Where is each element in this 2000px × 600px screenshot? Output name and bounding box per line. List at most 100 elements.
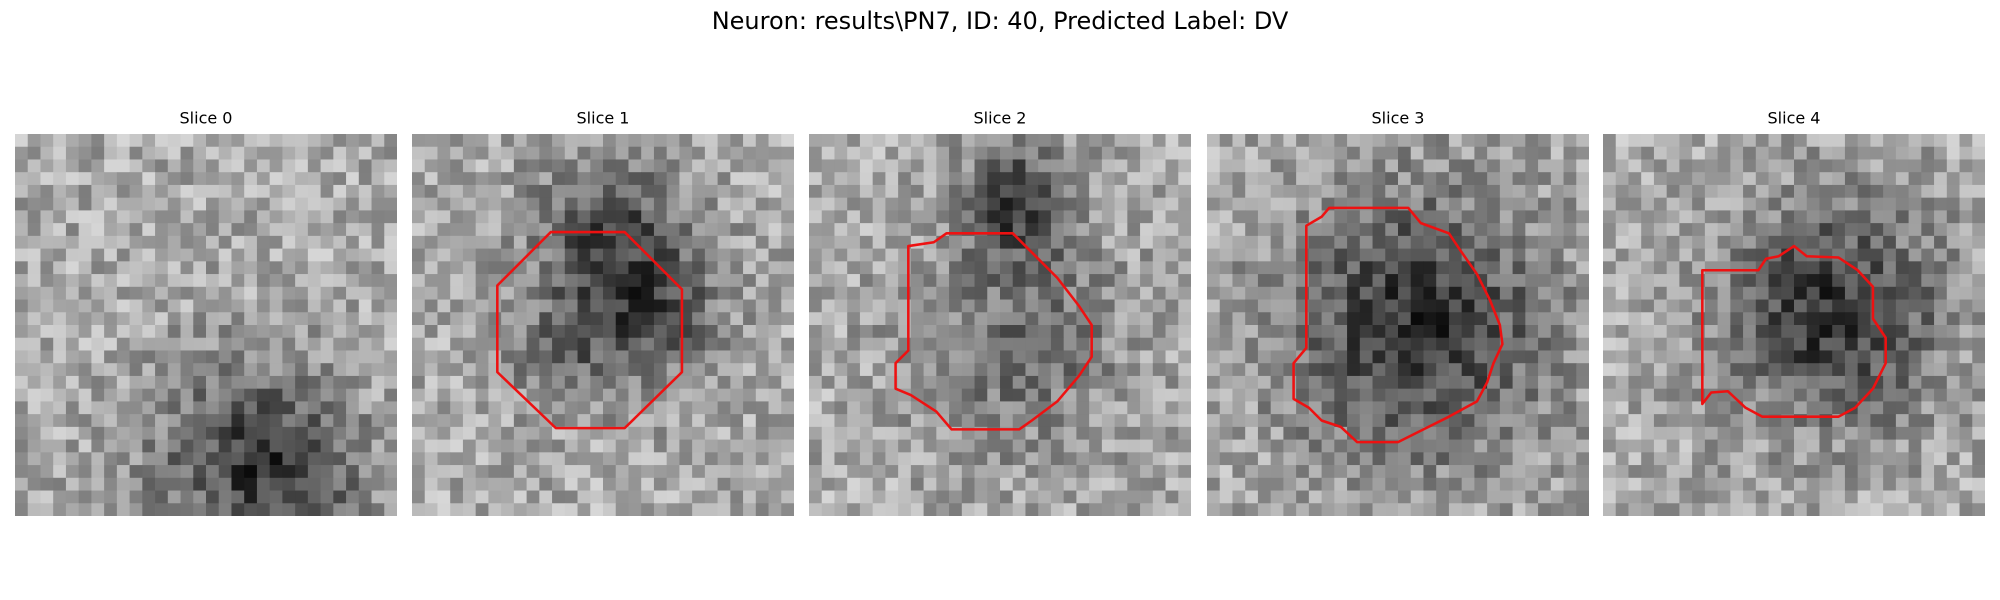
pixel [1308, 375, 1322, 390]
pixel [1717, 414, 1731, 428]
pixel [295, 490, 309, 504]
pixel [1114, 439, 1128, 453]
pixel [539, 146, 553, 160]
pixel [358, 235, 372, 249]
pixel [1257, 426, 1272, 440]
pixel [1114, 312, 1128, 326]
pixel [1538, 134, 1552, 148]
pixel [1717, 197, 1731, 211]
pixel [412, 197, 426, 211]
pixel [1152, 503, 1166, 516]
pixel [1666, 375, 1680, 390]
pixel [910, 210, 924, 224]
pixel [615, 325, 629, 339]
pixel [743, 286, 757, 300]
pixel [307, 325, 321, 339]
pixel [1385, 401, 1399, 415]
pixel [1844, 223, 1859, 237]
pixel [1666, 146, 1680, 160]
pixel [641, 490, 655, 504]
pixel [1114, 401, 1128, 415]
pixel [1563, 490, 1577, 504]
pixel [949, 401, 963, 415]
pixel [1934, 325, 1948, 339]
pixel [834, 452, 848, 466]
pixel [1372, 172, 1386, 186]
pixel [859, 184, 874, 199]
pixel [1165, 350, 1179, 364]
pixel [1448, 172, 1463, 186]
pixel [1207, 172, 1221, 186]
pixel [1857, 146, 1871, 160]
pixel [1934, 375, 1948, 390]
pixel [244, 388, 258, 402]
pixel [53, 337, 67, 351]
pixel [1487, 210, 1501, 224]
pixel [501, 159, 515, 173]
pixel [961, 414, 975, 428]
pixel [424, 261, 438, 275]
pixel [1844, 503, 1859, 516]
pixel [730, 325, 744, 339]
pixel [488, 477, 502, 491]
pixel [1270, 134, 1284, 148]
pixel [27, 210, 41, 224]
pixel [1857, 210, 1871, 224]
pixel [1101, 477, 1115, 491]
pixel [1000, 312, 1014, 326]
pixel [1525, 375, 1539, 390]
pixel [1679, 375, 1693, 390]
pixel [1385, 388, 1399, 402]
pixel [1499, 350, 1513, 364]
pixel [65, 197, 80, 211]
pixel [872, 325, 886, 339]
pixel [781, 388, 794, 402]
pixel [1152, 350, 1166, 364]
pixel [717, 452, 731, 466]
pixel [743, 414, 757, 428]
pixel [91, 248, 105, 262]
pixel [231, 210, 245, 224]
pixel [1398, 414, 1412, 428]
pixel [1857, 439, 1871, 453]
pixel [1832, 146, 1846, 160]
pixel [974, 286, 988, 300]
pixel [1152, 184, 1166, 199]
pixel [974, 388, 988, 402]
pixel [781, 159, 794, 173]
pixel [590, 465, 604, 479]
pixel [1114, 375, 1128, 390]
pixel [218, 159, 232, 173]
pixel [1603, 235, 1617, 249]
pixel [320, 375, 334, 390]
pixel [1436, 325, 1450, 339]
pixel [1114, 184, 1128, 199]
pixel [641, 159, 655, 173]
pixel [1641, 274, 1655, 288]
pixel [987, 363, 1001, 377]
pixel [1908, 388, 1922, 402]
pixel [653, 286, 668, 300]
pixel [1895, 146, 1909, 160]
pixel [1012, 248, 1026, 262]
pixel [987, 210, 1001, 224]
pixel [653, 235, 668, 249]
pixel [116, 363, 130, 377]
pixel [91, 223, 105, 237]
pixel [1359, 184, 1373, 199]
pixel [412, 223, 426, 237]
pixel [1641, 401, 1655, 415]
pixel [1063, 261, 1077, 275]
pixel [1257, 503, 1272, 516]
pixel [704, 235, 718, 249]
pixel [1692, 503, 1706, 516]
pixel [1207, 235, 1221, 249]
pixel [1959, 274, 1973, 288]
pixel [1359, 159, 1373, 173]
pixel [462, 325, 477, 339]
pixel [1283, 286, 1297, 300]
pixel [987, 350, 1001, 364]
pixel [1908, 350, 1922, 364]
pixel [949, 210, 963, 224]
pixel [1232, 274, 1246, 288]
